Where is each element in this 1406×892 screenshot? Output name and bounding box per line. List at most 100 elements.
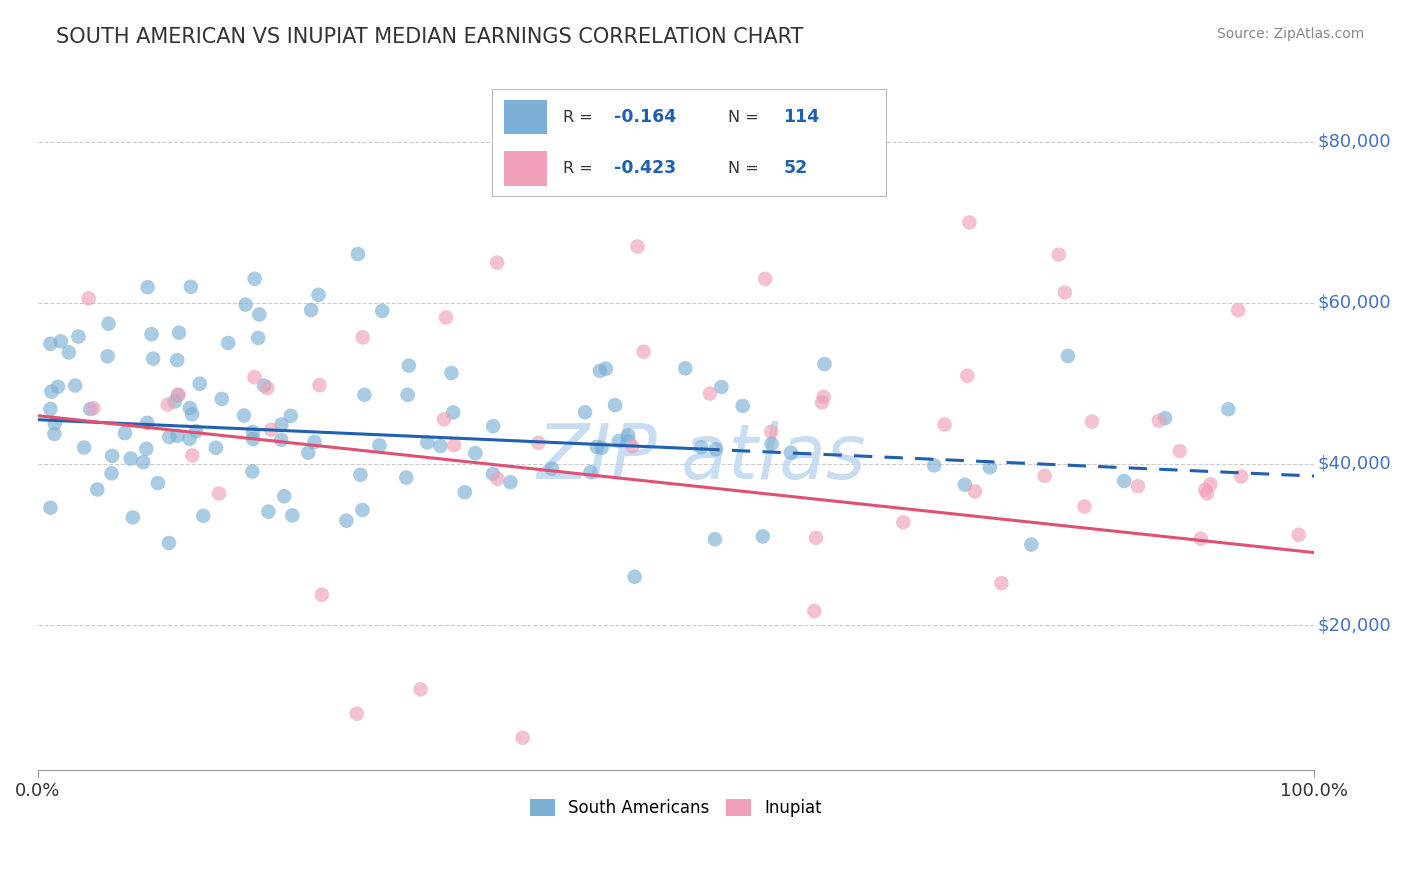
Text: $20,000: $20,000 (1317, 616, 1392, 634)
Point (163, 394, 186, 409)
Point (429, 439, 451, 453)
Point (603, 398, 626, 412)
Point (304, 435, 326, 450)
Point (232, 409, 254, 423)
Point (486, 472, 509, 486)
Point (217, 336, 239, 351)
Point (242, 425, 264, 439)
Point (280, 409, 302, 423)
Point (270, 417, 292, 432)
Point (41, 384, 63, 399)
Point (97, 349, 120, 363)
Point (1154, 411, 1177, 425)
Point (180, 280, 202, 294)
Point (101, 449, 124, 463)
Point (710, 380, 733, 394)
Point (454, 485, 477, 500)
Point (166, 353, 188, 368)
FancyBboxPatch shape (503, 152, 547, 186)
Text: $60,000: $60,000 (1317, 294, 1392, 312)
Point (1227, 303, 1250, 318)
Text: R =: R = (562, 161, 598, 176)
Point (167, 387, 190, 401)
Legend: South Americans, Inupiat: South Americans, Inupiat (523, 792, 828, 824)
Point (179, 401, 201, 415)
Point (934, 417, 956, 432)
Point (804, 531, 827, 545)
Point (136, 416, 159, 430)
Text: ZIP atlas: ZIP atlas (537, 421, 866, 495)
Point (308, 288, 330, 302)
Point (1021, 537, 1043, 551)
Point (181, 407, 204, 421)
Point (58, 345, 80, 359)
Point (135, 442, 157, 456)
Point (1126, 479, 1149, 493)
Point (353, 388, 375, 402)
Point (434, 310, 457, 325)
Point (699, 386, 721, 401)
Point (617, 434, 640, 449)
Point (100, 467, 122, 481)
Point (77, 291, 100, 305)
Point (256, 381, 278, 395)
Point (311, 588, 333, 602)
Point (752, 529, 775, 543)
Point (120, 451, 142, 466)
Point (1112, 474, 1135, 488)
Point (486, 255, 509, 269)
Point (990, 576, 1012, 591)
Point (1194, 483, 1216, 497)
Point (1147, 414, 1170, 428)
Point (49, 334, 72, 349)
Point (673, 361, 696, 376)
Point (179, 432, 201, 446)
Point (65, 378, 87, 392)
Text: 52: 52 (783, 160, 807, 178)
Point (595, 361, 617, 376)
Point (963, 484, 986, 499)
Point (1056, 349, 1078, 363)
Point (621, 439, 644, 453)
Text: N =: N = (728, 110, 765, 125)
Point (243, 272, 266, 286)
Point (352, 330, 374, 344)
Point (243, 370, 266, 384)
Point (211, 392, 233, 406)
Point (39, 336, 62, 351)
Point (482, 467, 505, 481)
Point (281, 508, 304, 523)
Text: Source: ZipAtlas.com: Source: ZipAtlas.com (1216, 27, 1364, 41)
Point (79, 402, 101, 417)
Point (761, 425, 783, 439)
Point (398, 359, 420, 373)
Point (1230, 469, 1253, 483)
Point (443, 438, 465, 452)
Point (257, 505, 280, 519)
Point (589, 364, 612, 378)
Point (704, 442, 727, 457)
Point (156, 398, 179, 412)
Point (240, 465, 263, 479)
Point (617, 428, 640, 442)
Point (703, 533, 725, 547)
Point (979, 460, 1001, 475)
Point (247, 331, 270, 345)
Point (626, 239, 648, 253)
Point (1033, 468, 1056, 483)
Point (188, 376, 211, 391)
Point (166, 429, 188, 443)
Point (39, 500, 62, 515)
Point (121, 510, 143, 524)
Point (731, 399, 754, 413)
Point (142, 351, 165, 366)
Point (136, 280, 159, 294)
Point (524, 167, 547, 181)
Point (416, 435, 439, 450)
Point (811, 395, 834, 409)
Point (1073, 500, 1095, 514)
Point (579, 465, 602, 479)
Text: 114: 114 (783, 108, 820, 126)
Point (1199, 477, 1222, 491)
FancyBboxPatch shape (503, 100, 547, 134)
